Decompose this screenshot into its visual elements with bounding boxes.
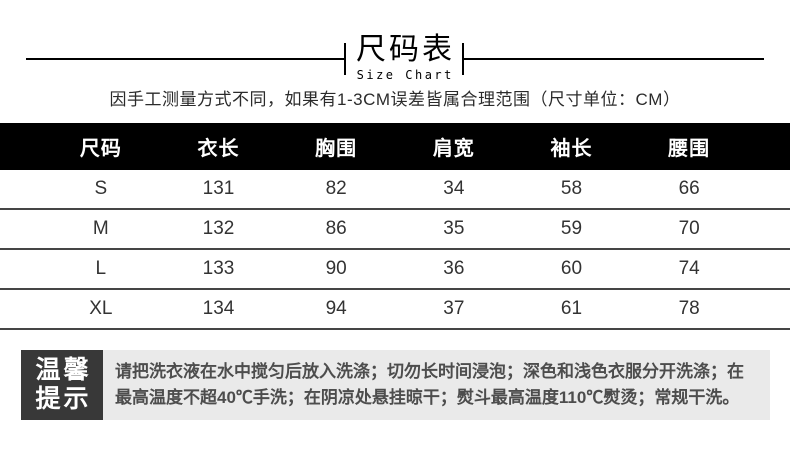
cell-value: 60 [560, 258, 583, 279]
warm-tips-badge-line2: 提示 [35, 385, 92, 413]
cell-value: 86 [325, 218, 347, 239]
measurement-tolerance-note: 因手工测量方式不同，如果有1-3CM误差皆属合理范围（尺寸单位：CM） [109, 90, 681, 109]
cell-value: 134 [202, 298, 235, 319]
size-table: 尺码 衣长 胸围 肩宽 袖长 腰围 S 131 82 34 58 66 M 13… [0, 123, 790, 330]
cell-value: 70 [678, 218, 700, 239]
cell-value: 61 [560, 298, 583, 319]
title-band: 尺码表 Size Chart [0, 34, 790, 82]
column-header-shoulder: 肩宽 [432, 138, 475, 160]
cell-size: M [92, 218, 109, 239]
cell-value: 132 [202, 218, 235, 239]
column-header-size: 尺码 [79, 138, 122, 160]
title-tick-left [344, 43, 346, 75]
cell-value: 94 [325, 298, 347, 319]
cell-value: 34 [443, 178, 465, 199]
care-instructions: 请把洗衣液在水中搅匀后放入洗涤；切勿长时间浸泡；深色和浅色衣服分开洗涤；在 最高… [103, 350, 770, 420]
table-row-xl: XL 134 94 37 61 78 [0, 290, 790, 330]
column-header-bust: 胸围 [315, 138, 358, 160]
title-tick-right [462, 43, 464, 75]
title-block: 尺码表 Size Chart [334, 33, 474, 83]
cell-value: 59 [560, 218, 583, 239]
title-rule-left [26, 58, 344, 60]
cell-value: 74 [678, 258, 700, 279]
size-table-header-row: 尺码 衣长 胸围 肩宽 袖长 腰围 [0, 123, 790, 170]
cell-value: 37 [443, 298, 465, 319]
table-row-s: S 131 82 34 58 66 [0, 170, 790, 210]
care-instructions-line1: 请把洗衣液在水中搅匀后放入洗涤；切勿长时间浸泡；深色和浅色衣服分开洗涤；在 [115, 362, 744, 381]
cell-size: XL [89, 298, 113, 319]
cell-value: 35 [443, 218, 465, 239]
cell-value: 133 [202, 258, 235, 279]
cell-value: 90 [325, 258, 347, 279]
cell-size: L [95, 258, 107, 279]
cell-value: 78 [678, 298, 700, 319]
cell-value: 66 [678, 178, 700, 199]
care-instructions-line2: 最高温度不超40℃手洗；在阴凉处悬挂晾干；熨斗最高温度110℃熨烫；常规干洗。 [115, 388, 740, 407]
table-row-l: L 133 90 36 60 74 [0, 250, 790, 290]
warm-tips-badge-line1: 温馨 [35, 356, 92, 384]
title-rule-right [464, 58, 764, 60]
cell-size: S [94, 178, 108, 199]
page-title-english: Size Chart [356, 68, 454, 82]
column-header-length: 衣长 [197, 138, 240, 160]
cell-value: 36 [443, 258, 465, 279]
column-header-waist: 腰围 [668, 138, 711, 160]
page-title: 尺码表 [356, 33, 455, 66]
cell-value: 131 [202, 178, 235, 199]
warm-tips-badge: 温馨 提示 [21, 350, 103, 420]
care-tips-box: 温馨 提示 请把洗衣液在水中搅匀后放入洗涤；切勿长时间浸泡；深色和浅色衣服分开洗… [21, 350, 770, 420]
cell-value: 58 [560, 178, 583, 199]
column-header-sleeve: 袖长 [550, 138, 593, 160]
cell-value: 82 [325, 178, 347, 199]
table-row-m: M 132 86 35 59 70 [0, 210, 790, 250]
